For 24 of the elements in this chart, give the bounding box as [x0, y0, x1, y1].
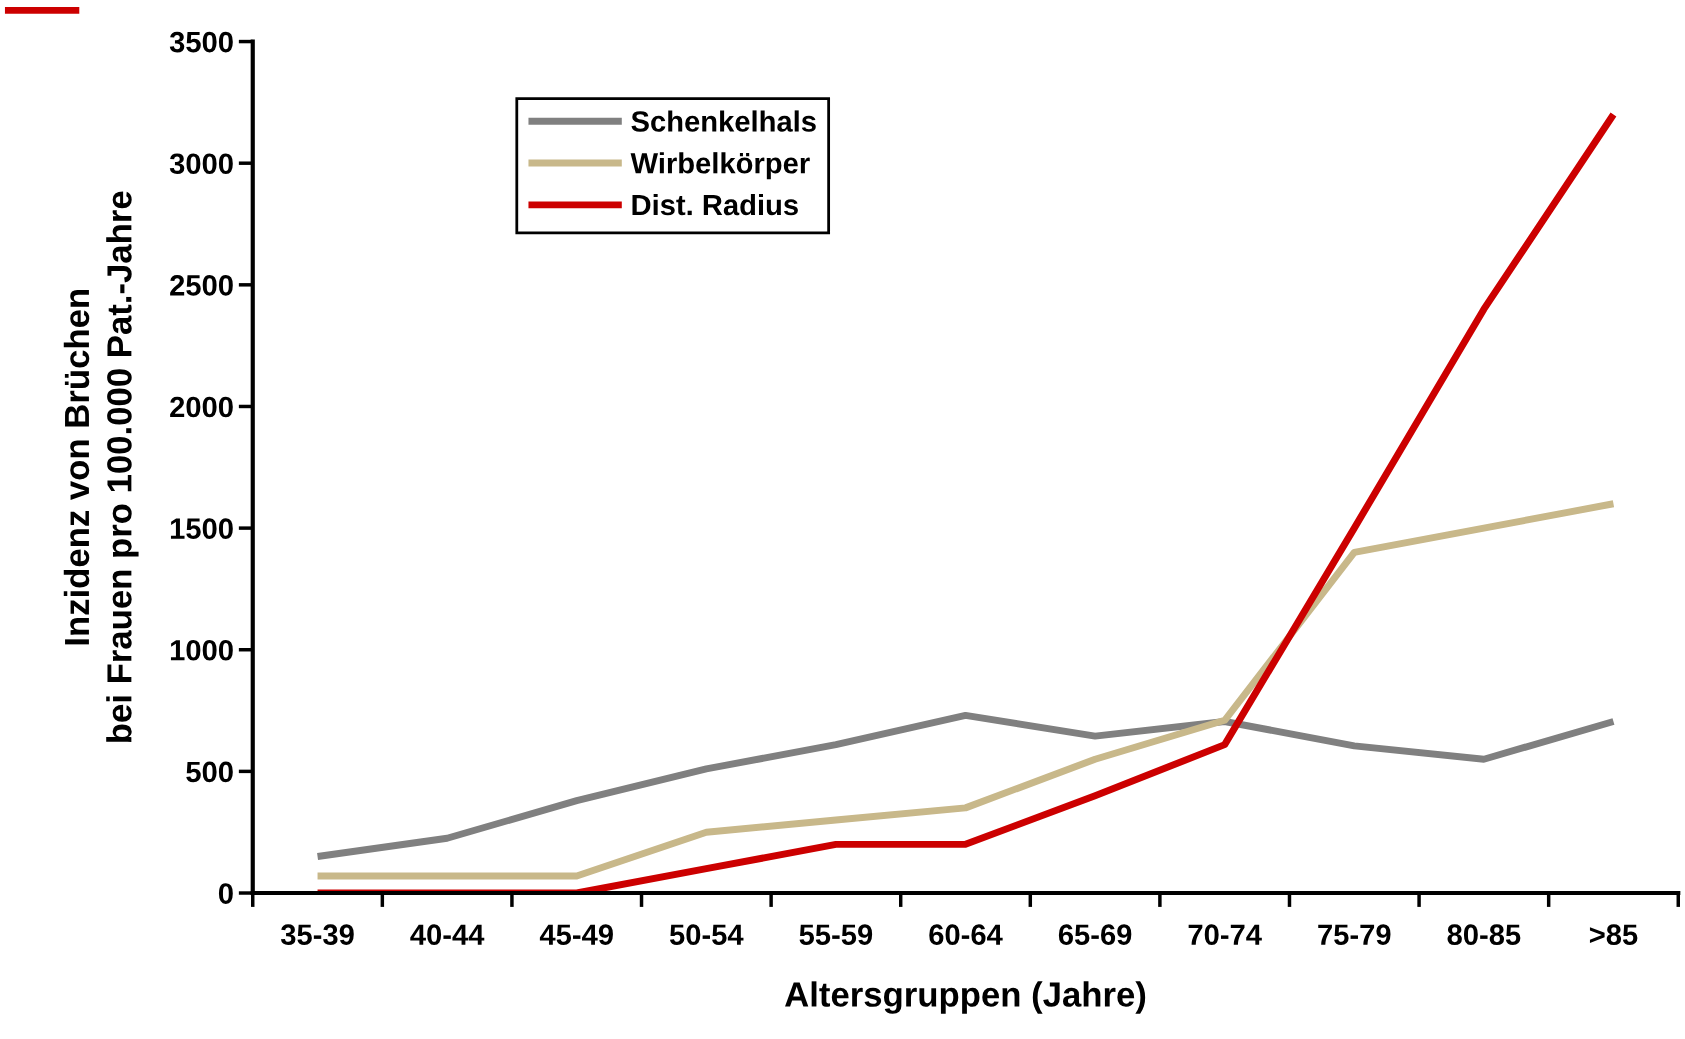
y-tick-label: 3000	[169, 153, 233, 175]
x-tick-label: 80-85	[1447, 924, 1521, 945]
y-tick-label: 500	[186, 761, 233, 783]
y-axis-title: Inzidenz von Brüchen bei Frauen pro 100.000 Pat.-Jahre	[63, 191, 139, 742]
y-tick-label: 1500	[170, 518, 233, 539]
y-tick-label: 1000	[170, 639, 233, 661]
x-tick-label: 45-49	[539, 924, 613, 945]
x-tick-label: >85	[1589, 924, 1638, 945]
x-tick-label: 65-69	[1058, 924, 1132, 945]
y-tick-label: 0	[218, 883, 233, 904]
x-tick-label: 60-64	[929, 924, 1003, 945]
x-tick-label: 70-74	[1188, 924, 1262, 945]
x-tick-label: 40-44	[410, 924, 485, 945]
x-tick-label: 50-54	[669, 924, 744, 945]
x-tick-label: 75-79	[1318, 924, 1391, 945]
x-axis-title: Altersgruppen (Jahre)	[785, 981, 1146, 1014]
y-tick-label: 2000	[170, 396, 233, 418]
legend-label: Schenkelhals	[631, 110, 816, 132]
y-tick-label: 2500	[170, 275, 233, 296]
y-tick-label: 3500	[169, 31, 233, 53]
legend-label: Dist. Radius	[632, 193, 798, 216]
x-tick-label: 55-59	[799, 924, 873, 945]
x-tick-label: 35-39	[280, 924, 354, 946]
legend-label: Wirbelkörper	[630, 152, 810, 180]
